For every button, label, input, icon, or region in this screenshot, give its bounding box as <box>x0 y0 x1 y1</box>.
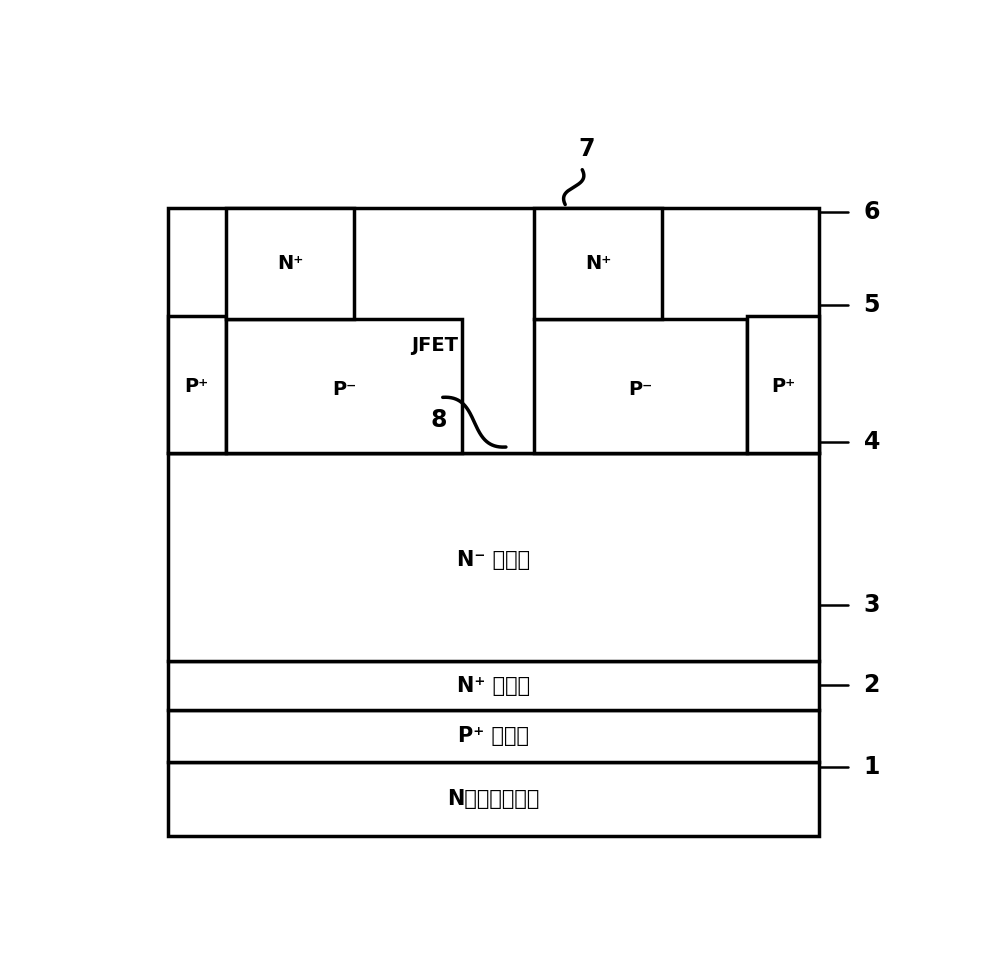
Text: 8: 8 <box>431 407 447 431</box>
Text: 5: 5 <box>864 293 880 317</box>
Bar <box>168 661 819 711</box>
Bar <box>534 208 662 320</box>
Text: N⁺: N⁺ <box>585 254 612 273</box>
Bar <box>226 208 354 320</box>
Text: P⁺ 外延层: P⁺ 外延层 <box>458 726 529 746</box>
Text: 3: 3 <box>864 593 880 617</box>
Text: P⁻: P⁻ <box>332 380 356 400</box>
Text: 4: 4 <box>864 429 880 454</box>
Text: 6: 6 <box>864 200 880 224</box>
Bar <box>534 320 747 453</box>
Text: N⁺ 缓冲层: N⁺ 缓冲层 <box>457 676 530 696</box>
Text: N型碳化硅衬底: N型碳化硅衬底 <box>447 790 539 809</box>
Bar <box>168 208 819 453</box>
Text: 7: 7 <box>578 137 594 161</box>
Bar <box>747 316 819 453</box>
Text: P⁺: P⁺ <box>771 377 795 396</box>
Text: P⁻: P⁻ <box>628 380 652 400</box>
Bar <box>168 453 819 661</box>
Text: 1: 1 <box>864 755 880 779</box>
Bar <box>168 762 819 836</box>
Bar <box>168 316 226 453</box>
Text: JFET: JFET <box>412 336 458 355</box>
Text: N⁻ 漂移层: N⁻ 漂移层 <box>457 551 530 570</box>
Text: P⁺: P⁺ <box>184 377 208 396</box>
Bar <box>226 320 462 453</box>
Text: 2: 2 <box>864 673 880 697</box>
Bar <box>168 711 819 762</box>
Text: N⁺: N⁺ <box>277 254 303 273</box>
